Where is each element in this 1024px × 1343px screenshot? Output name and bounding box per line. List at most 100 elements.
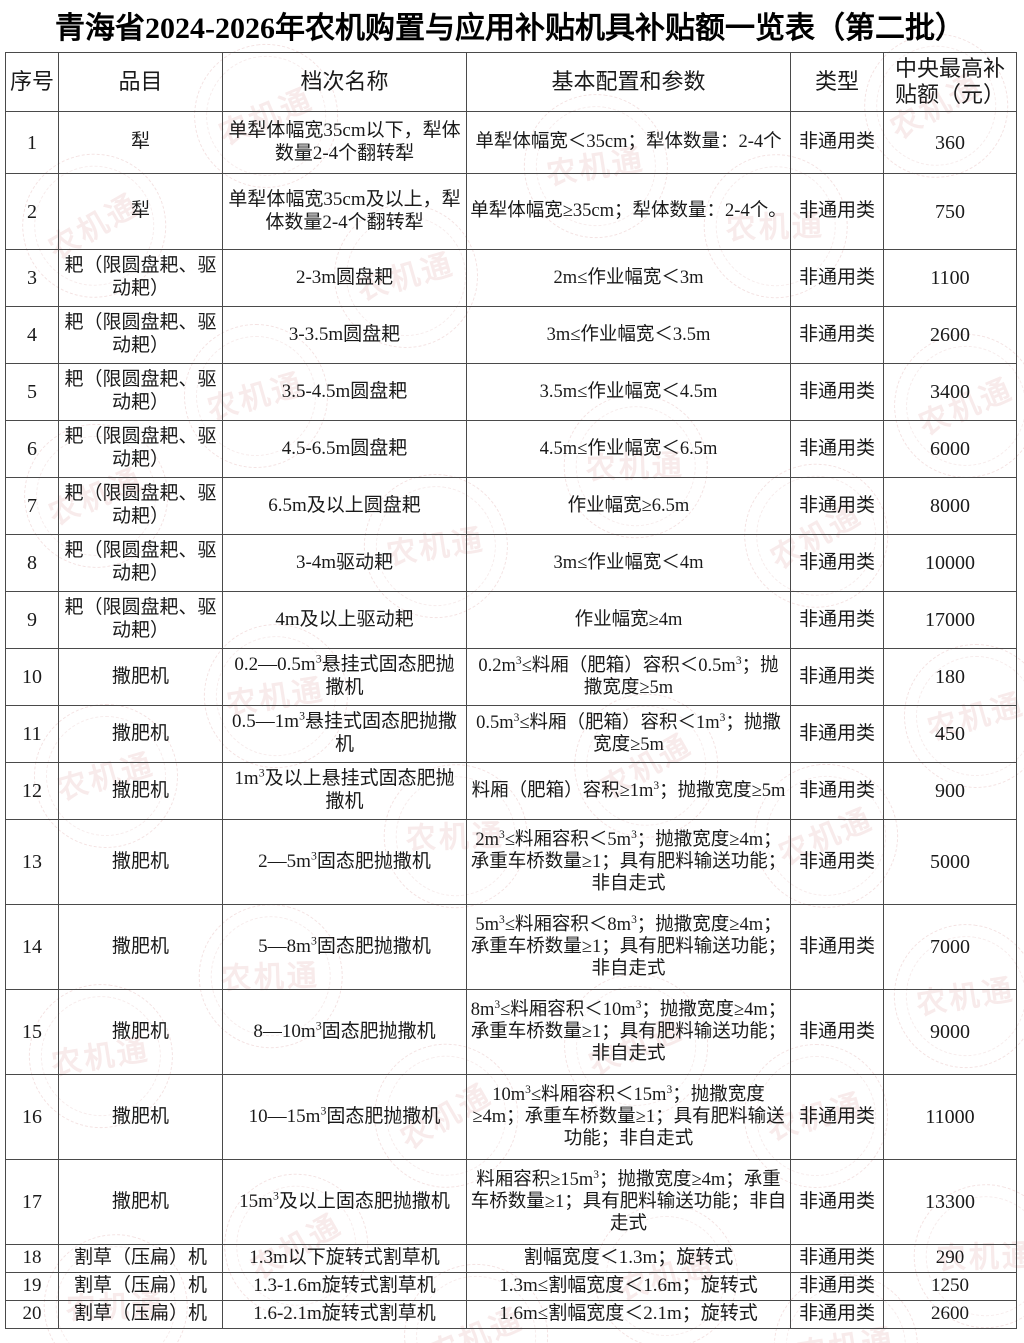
cell-config: 1.6m≤割幅宽度＜2.1m；旋转式 bbox=[466, 1300, 791, 1329]
cell-config: 10m3≤料厢容积＜15m3；抛撒宽度≥4m；承重车桥数量≥1；具有肥料输送功能… bbox=[466, 1074, 791, 1160]
cell-item: 撒肥机 bbox=[58, 648, 223, 706]
cell-seq: 4 bbox=[5, 306, 59, 364]
table-row: 9 耙（限圆盘耙、驱动耙） 4m及以上驱动耙 作业幅宽≥4m 非通用类 17000 bbox=[5, 591, 1017, 649]
cell-grade: 3.5-4.5m圆盘耙 bbox=[222, 363, 467, 421]
cell-amount: 9000 bbox=[883, 989, 1017, 1075]
cell-amount: 1100 bbox=[883, 249, 1017, 307]
cell-type: 非通用类 bbox=[790, 705, 884, 763]
cell-amount: 10000 bbox=[883, 534, 1017, 592]
column-header-config: 基本配置和参数 bbox=[466, 52, 791, 112]
table-row: 13 撒肥机 2—5m3固态肥抛撒机 2m3≤料厢容积＜5m3；抛撒宽度≥4m；承重车… bbox=[5, 819, 1017, 905]
cell-config: 2m≤作业幅宽＜3m bbox=[466, 249, 791, 307]
cell-item: 撒肥机 bbox=[58, 989, 223, 1075]
cell-seq: 17 bbox=[5, 1159, 59, 1245]
cell-type: 非通用类 bbox=[790, 306, 884, 364]
table-row: 6 耙（限圆盘耙、驱动耙） 4.5-6.5m圆盘耙 4.5m≤作业幅宽＜6.5m 非通用… bbox=[5, 420, 1017, 478]
cell-grade: 单犁体幅宽35cm及以上，犁体数量2-4个翻转犁 bbox=[222, 173, 467, 250]
cell-grade: 1m3及以上悬挂式固态肥抛撒机 bbox=[222, 762, 467, 820]
cell-config: 料厢容积≥15m3；抛撒宽度≥4m；承重车桥数量≥1；具有肥料输送功能；非自走式 bbox=[466, 1159, 791, 1245]
cell-grade: 1.3-1.6m旋转式割草机 bbox=[222, 1272, 467, 1301]
cell-grade: 10—15m3固态肥抛撒机 bbox=[222, 1074, 467, 1160]
cell-config: 4.5m≤作业幅宽＜6.5m bbox=[466, 420, 791, 478]
cell-type: 非通用类 bbox=[790, 363, 884, 421]
cell-grade: 2—5m3固态肥抛撒机 bbox=[222, 819, 467, 905]
table-row: 3 耙（限圆盘耙、驱动耙） 2-3m圆盘耙 2m≤作业幅宽＜3m 非通用类 1100 bbox=[5, 249, 1017, 307]
table-row: 12 撒肥机 1m3及以上悬挂式固态肥抛撒机 料厢（肥箱）容积≥1m3；抛撒宽度≥5m… bbox=[5, 762, 1017, 820]
cell-type: 非通用类 bbox=[790, 1272, 884, 1301]
cell-type: 非通用类 bbox=[790, 111, 884, 174]
table-row: 7 耙（限圆盘耙、驱动耙） 6.5m及以上圆盘耙 作业幅宽≥6.5m 非通用类 8000 bbox=[5, 477, 1017, 535]
table-row: 20 割草（压扁）机 1.6-2.1m旋转式割草机 1.6m≤割幅宽度＜2.1m；旋转… bbox=[5, 1300, 1017, 1329]
table-row: 18 割草（压扁）机 1.3m以下旋转式割草机 割幅宽度＜1.3m；旋转式 非通用类 29… bbox=[5, 1244, 1017, 1273]
table-row: 16 撒肥机 10—15m3固态肥抛撒机 10m3≤料厢容积＜15m3；抛撒宽度≥4m… bbox=[5, 1074, 1017, 1160]
cell-grade: 15m3及以上固态肥抛撒机 bbox=[222, 1159, 467, 1245]
cell-seq: 20 bbox=[5, 1300, 59, 1329]
cell-config: 单犁体幅宽≥35cm；犁体数量：2-4个。 bbox=[466, 173, 791, 250]
cell-amount: 3400 bbox=[883, 363, 1017, 421]
cell-config: 0.2m3≤料厢（肥箱）容积＜0.5m3；抛撒宽度≥5m bbox=[466, 648, 791, 706]
table-header: 序号 品目 档次名称 基本配置和参数 类型 中央最高补贴额（元） bbox=[5, 52, 1017, 112]
cell-item: 撒肥机 bbox=[58, 1159, 223, 1245]
cell-amount: 11000 bbox=[883, 1074, 1017, 1160]
table-row: 15 撒肥机 8—10m3固态肥抛撒机 8m3≤料厢容积＜10m3；抛撒宽度≥4m；承… bbox=[5, 989, 1017, 1075]
cell-grade: 单犁体幅宽35cm以下，犁体数量2-4个翻转犁 bbox=[222, 111, 467, 174]
table-row: 2 犁单犁体幅宽35cm及以上，犁体数量2-4个翻转犁 单犁体幅宽≥35cm；犁体数… bbox=[5, 173, 1017, 250]
cell-seq: 14 bbox=[5, 904, 59, 990]
cell-seq: 15 bbox=[5, 989, 59, 1075]
cell-type: 非通用类 bbox=[790, 1074, 884, 1160]
cell-amount: 450 bbox=[883, 705, 1017, 763]
cell-type: 非通用类 bbox=[790, 989, 884, 1075]
cell-grade: 1.6-2.1m旋转式割草机 bbox=[222, 1300, 467, 1329]
cell-type: 非通用类 bbox=[790, 819, 884, 905]
cell-config: 3m≤作业幅宽＜4m bbox=[466, 534, 791, 592]
cell-type: 非通用类 bbox=[790, 249, 884, 307]
cell-amount: 180 bbox=[883, 648, 1017, 706]
cell-seq: 19 bbox=[5, 1272, 59, 1301]
cell-amount: 7000 bbox=[883, 904, 1017, 990]
cell-grade: 4m及以上驱动耙 bbox=[222, 591, 467, 649]
cell-item: 耙（限圆盘耙、驱动耙） bbox=[58, 534, 223, 592]
cell-type: 非通用类 bbox=[790, 648, 884, 706]
column-header-amount: 中央最高补贴额（元） bbox=[883, 52, 1017, 112]
cell-type: 非通用类 bbox=[790, 420, 884, 478]
cell-item: 撒肥机 bbox=[58, 819, 223, 905]
cell-amount: 17000 bbox=[883, 591, 1017, 649]
table-row: 14 撒肥机 5—8m3固态肥抛撒机 5m3≤料厢容积＜8m3；抛撒宽度≥4m；承重车… bbox=[5, 904, 1017, 990]
cell-config: 作业幅宽≥4m bbox=[466, 591, 791, 649]
cell-item: 耙（限圆盘耙、驱动耙） bbox=[58, 363, 223, 421]
cell-config: 料厢（肥箱）容积≥1m3；抛撒宽度≥5m bbox=[466, 762, 791, 820]
cell-seq: 9 bbox=[5, 591, 59, 649]
column-header-type: 类型 bbox=[790, 52, 884, 112]
cell-seq: 16 bbox=[5, 1074, 59, 1160]
cell-amount: 2600 bbox=[883, 1300, 1017, 1329]
cell-item: 撒肥机 bbox=[58, 762, 223, 820]
cell-type: 非通用类 bbox=[790, 1244, 884, 1273]
table-row: 4 耙（限圆盘耙、驱动耙） 3-3.5m圆盘耙 3m≤作业幅宽＜3.5m 非通用类 260… bbox=[5, 306, 1017, 364]
table-row: 19 割草（压扁）机 1.3-1.6m旋转式割草机 1.3m≤割幅宽度＜1.6m；旋转… bbox=[5, 1272, 1017, 1301]
cell-amount: 13300 bbox=[883, 1159, 1017, 1245]
cell-grade: 6.5m及以上圆盘耙 bbox=[222, 477, 467, 535]
cell-amount: 1250 bbox=[883, 1272, 1017, 1301]
cell-amount: 6000 bbox=[883, 420, 1017, 478]
cell-item: 耙（限圆盘耙、驱动耙） bbox=[58, 420, 223, 478]
cell-item: 耙（限圆盘耙、驱动耙） bbox=[58, 477, 223, 535]
cell-type: 非通用类 bbox=[790, 1300, 884, 1329]
column-header-seq: 序号 bbox=[5, 52, 59, 112]
cell-seq: 6 bbox=[5, 420, 59, 478]
cell-seq: 18 bbox=[5, 1244, 59, 1273]
table-row: 1 犁单犁体幅宽35cm以下，犁体数量2-4个翻转犁 单犁体幅宽＜35cm；犁体数量… bbox=[5, 111, 1017, 174]
cell-config: 1.3m≤割幅宽度＜1.6m；旋转式 bbox=[466, 1272, 791, 1301]
header-row: 序号 品目 档次名称 基本配置和参数 类型 中央最高补贴额（元） bbox=[5, 52, 1017, 112]
cell-type: 非通用类 bbox=[790, 904, 884, 990]
column-header-grade: 档次名称 bbox=[222, 52, 467, 112]
cell-type: 非通用类 bbox=[790, 477, 884, 535]
cell-config: 3m≤作业幅宽＜3.5m bbox=[466, 306, 791, 364]
cell-amount: 2600 bbox=[883, 306, 1017, 364]
cell-grade: 1.3m以下旋转式割草机 bbox=[222, 1244, 467, 1273]
table-body: 1 犁单犁体幅宽35cm以下，犁体数量2-4个翻转犁 单犁体幅宽＜35cm；犁体数量… bbox=[5, 111, 1017, 1329]
cell-seq: 12 bbox=[5, 762, 59, 820]
cell-type: 非通用类 bbox=[790, 534, 884, 592]
subsidy-table: 序号 品目 档次名称 基本配置和参数 类型 中央最高补贴额（元） 1 犁单犁体幅宽… bbox=[5, 52, 1017, 1329]
cell-amount: 8000 bbox=[883, 477, 1017, 535]
